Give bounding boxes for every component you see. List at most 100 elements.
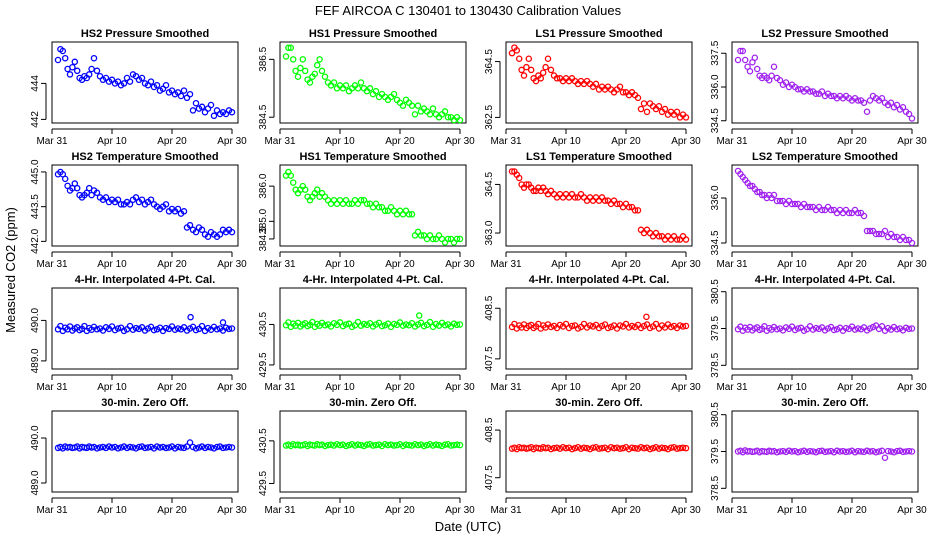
data-point	[773, 448, 781, 456]
data-point	[860, 212, 868, 220]
data-point	[530, 187, 537, 195]
data-point	[628, 322, 636, 330]
data-point	[676, 322, 684, 329]
data-point	[289, 179, 297, 186]
data-point	[753, 188, 761, 196]
y-tick-label: 378.5	[710, 352, 721, 377]
data-point	[96, 444, 104, 451]
data-point	[117, 201, 125, 208]
data-point	[402, 441, 410, 448]
data-point	[138, 443, 146, 450]
data-point	[447, 442, 455, 449]
y-tick-label: 385.0	[258, 208, 269, 233]
data-point	[313, 186, 321, 193]
y-tick-label: 378.5	[710, 475, 721, 500]
x-tick-label: Mar 31	[716, 505, 748, 516]
data-point	[297, 64, 304, 72]
data-point	[523, 63, 530, 71]
data-point	[318, 67, 326, 75]
data-point	[162, 201, 170, 208]
data-point	[405, 441, 413, 449]
data-point	[54, 56, 62, 64]
data-point	[348, 441, 356, 448]
panel-title: 30-min. Zero Off.	[101, 397, 188, 409]
data-point	[180, 444, 188, 452]
data-point	[875, 448, 883, 455]
x-tick-label: Apr 20	[385, 136, 415, 147]
data-point	[556, 190, 564, 198]
data-point	[577, 445, 585, 452]
data-point	[153, 443, 161, 450]
data-point	[207, 101, 215, 109]
plot-frame	[51, 410, 239, 493]
data-point	[456, 235, 464, 243]
data-point	[610, 444, 618, 452]
data-point	[408, 211, 416, 218]
chart-panel: LS1 Pressure Smoothed Mar 31 Apr 10 Apr 20 A…	[484, 28, 701, 147]
data-point	[887, 99, 895, 107]
data-point	[565, 194, 573, 201]
data-point	[456, 321, 464, 328]
data-point	[776, 77, 784, 84]
x-tick-label: Mar 31	[716, 259, 748, 270]
plot-frame	[731, 287, 919, 370]
x-tick-label: Apr 30	[217, 382, 247, 393]
data-point	[330, 442, 338, 449]
data-point	[408, 102, 416, 109]
x-tick-label: Apr 10	[551, 259, 581, 270]
data-point	[313, 61, 321, 69]
panel-title: LS2 Pressure Smoothed	[761, 28, 888, 40]
data-point	[311, 70, 319, 78]
data-point	[592, 80, 600, 88]
data-point	[571, 194, 579, 201]
data-point	[809, 448, 817, 455]
data-point	[637, 226, 645, 234]
data-point	[339, 441, 347, 448]
data-point	[102, 444, 110, 452]
panel-title: HS1 Pressure Smoothed	[309, 28, 437, 40]
data-point	[646, 229, 654, 237]
data-point	[375, 204, 383, 211]
data-point	[631, 207, 639, 214]
data-point	[384, 441, 392, 449]
data-point	[165, 444, 173, 451]
data-point	[228, 325, 236, 332]
data-point	[619, 89, 627, 96]
data-point	[887, 448, 895, 455]
data-point	[679, 444, 687, 451]
data-point	[294, 73, 302, 80]
data-point	[616, 445, 624, 452]
data-point	[360, 442, 368, 450]
data-point	[228, 108, 236, 116]
data-point	[66, 71, 74, 78]
data-point	[150, 326, 158, 334]
data-point	[399, 442, 407, 450]
data-point	[890, 233, 898, 241]
y-tick-label: 489.0	[30, 470, 41, 495]
data-point	[800, 447, 808, 455]
data-point	[357, 79, 365, 86]
y-tick-label: 429.5	[258, 471, 269, 496]
x-tick-label: Apr 10	[777, 505, 807, 516]
data-point	[806, 88, 814, 95]
data-point	[429, 442, 437, 449]
data-point	[195, 444, 203, 451]
data-point	[390, 90, 398, 98]
data-point	[649, 444, 657, 452]
data-point	[854, 325, 862, 332]
data-point	[589, 197, 597, 204]
data-point	[289, 56, 297, 63]
x-tick-label: Apr 10	[97, 136, 127, 147]
data-point	[219, 319, 227, 326]
data-point	[138, 74, 146, 82]
data-point	[381, 207, 389, 215]
data-point	[803, 448, 811, 456]
data-point	[301, 186, 309, 193]
y-tick-label: 364.5	[484, 171, 495, 196]
data-point	[610, 197, 618, 204]
data-point	[342, 82, 350, 89]
data-point	[342, 442, 350, 450]
data-point	[863, 108, 871, 116]
data-point	[198, 322, 206, 330]
data-point	[779, 447, 787, 455]
